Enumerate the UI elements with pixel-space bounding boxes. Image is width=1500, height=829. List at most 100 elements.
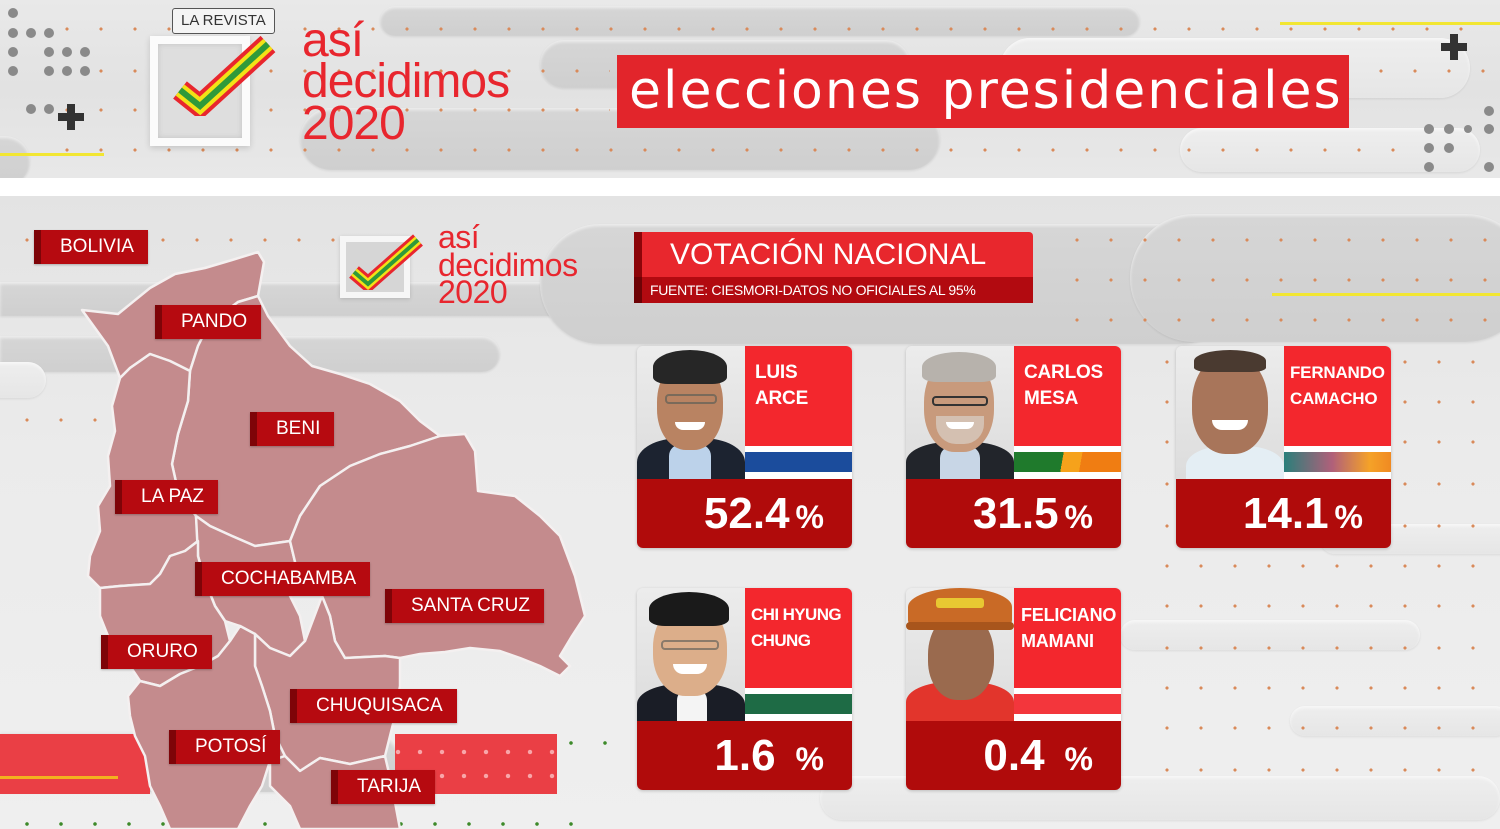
candidate-name: FERNANDO CAMACHO [1290, 363, 1385, 408]
vote-percentage: 31.5% [972, 489, 1093, 538]
vote-percentage-box: 1.6% [637, 721, 852, 790]
checkmark-icon [173, 35, 276, 116]
map-label-santa-cruz[interactable]: SANTA CRUZ [385, 589, 544, 623]
vote-percentage-box: 31.5% [906, 479, 1121, 548]
decor-dot [8, 66, 18, 76]
decor-dot [1484, 124, 1494, 134]
decor-dots [50, 69, 610, 73]
decor-pill [1120, 620, 1420, 650]
map-label-pando[interactable]: PANDO [155, 305, 262, 339]
candidate-card-camacho[interactable]: FERNANDO CAMACHO 14.1% [1176, 346, 1391, 548]
candidate-photo [906, 588, 1014, 721]
decor-dots [1060, 238, 1500, 242]
checkbox-logo [150, 36, 250, 146]
logo-wordmark-small: así decidimos 2020 [438, 219, 578, 307]
decor-dot [8, 8, 18, 18]
candidate-name: CARLOS MESA [1024, 362, 1104, 409]
decor-dot [80, 66, 90, 76]
decor-pill [380, 6, 1140, 36]
decor-dots [1150, 564, 1500, 568]
candidate-photo [906, 346, 1014, 479]
decor-dot [1484, 106, 1494, 116]
decor-dot [1444, 124, 1454, 134]
candidate-name-box: CHI HYUNG CHUNG [745, 588, 852, 688]
decor-dot [1444, 143, 1454, 153]
decor-dot [62, 47, 72, 57]
candidate-card-mesa[interactable]: CARLOS MESA 31.5% [906, 346, 1121, 548]
decor-dots [50, 108, 610, 112]
header-banner: LA REVISTA así decidimos 2020 elecciones… [0, 0, 1500, 178]
vote-percentage-box: 14.1% [1176, 479, 1391, 548]
candidate-card-mamani[interactable]: FELICIANO MAMANI 0.4% [906, 588, 1121, 790]
decor-dots [1150, 726, 1500, 730]
decor-dot [1424, 124, 1434, 134]
logo-line-decidimos: decidimos [302, 55, 510, 109]
decor-dots [1330, 69, 1490, 73]
la-revista-tag[interactable]: LA REVISTA [172, 8, 275, 34]
logo-wordmark: así decidimos 2020 [302, 14, 510, 150]
candidate-name: CHI HYUNG CHUNG [751, 605, 842, 650]
map-label-chuquisaca[interactable]: CHUQUISACA [290, 689, 457, 723]
map-label-tarija[interactable]: TARIJA [331, 770, 436, 804]
decor-dots [10, 418, 130, 422]
party-color-bar [1284, 452, 1391, 472]
decor-dots [10, 238, 340, 242]
section-heading: VOTACIÓN NACIONAL [634, 232, 1033, 277]
logo-line-year: 2020 [302, 96, 406, 150]
decor-pill [0, 362, 46, 398]
map-label-potosi[interactable]: POTOSÍ [169, 730, 281, 764]
decor-dot [44, 28, 54, 38]
map-label-beni[interactable]: BENI [250, 412, 335, 446]
plus-icon [58, 104, 84, 130]
vote-percentage: 14.1% [1242, 489, 1363, 538]
map-label-cochabamba[interactable]: COCHABAMBA [195, 562, 371, 596]
decor-dot [1484, 162, 1494, 172]
logo-line-asi: así [302, 14, 364, 67]
checkmark-icon [349, 234, 423, 290]
candidate-name-box: LUIS ARCE [745, 346, 852, 446]
decor-dots [50, 27, 1490, 31]
map-label-oruro[interactable]: ORURO [101, 635, 212, 669]
vote-percentage-box: 52.4% [637, 479, 852, 548]
decor-pill [0, 282, 620, 316]
candidate-name: LUIS ARCE [755, 362, 809, 409]
decor-pill [1290, 706, 1500, 736]
candidate-name: FELICIANO MAMANI [1021, 605, 1117, 651]
decor-dot [44, 47, 54, 57]
decor-yellow-line [0, 776, 118, 779]
decor-dots [1150, 768, 1500, 772]
candidate-name-box: FERNANDO CAMACHO [1284, 346, 1391, 446]
page-title: elecciones presidenciales [617, 55, 1349, 128]
decor-dot [1424, 162, 1434, 172]
source-note: FUENTE: CIESMORI-DATOS NO OFICIALES AL 9… [634, 277, 1033, 303]
checkbox-logo-small [340, 236, 410, 298]
decor-red-band [0, 734, 150, 794]
decor-dots [1150, 686, 1500, 690]
decor-dots [50, 148, 1430, 152]
decor-dot [44, 66, 54, 76]
decor-dot [8, 28, 18, 38]
candidate-name-box: CARLOS MESA [1014, 346, 1121, 446]
decor-dot [44, 104, 54, 114]
candidate-photo [637, 346, 745, 479]
party-color-bar [1014, 694, 1121, 714]
decor-dot [62, 66, 72, 76]
vote-percentage: 52.4% [703, 489, 824, 538]
separator [0, 178, 1500, 196]
decor-pill [0, 136, 30, 178]
decor-yellow-line [1280, 22, 1500, 25]
decor-yellow-line [1272, 293, 1500, 296]
candidate-card-chung[interactable]: CHI HYUNG CHUNG 1.6% [637, 588, 852, 790]
vote-percentage-box: 0.4% [906, 721, 1121, 790]
decor-dot [8, 47, 18, 57]
candidate-card-arce[interactable]: LUIS ARCE 52.4% [637, 346, 852, 548]
decor-dot [26, 28, 36, 38]
logo-line-asi: así [438, 219, 480, 255]
decor-dots [1150, 604, 1500, 608]
decor-dot [1424, 143, 1434, 153]
party-color-bar [745, 452, 852, 472]
vote-percentage: 1.6% [714, 731, 824, 780]
vote-percentage: 0.4% [983, 731, 1093, 780]
map-label-la-paz[interactable]: LA PAZ [115, 480, 219, 514]
decor-yellow-line [0, 153, 104, 156]
